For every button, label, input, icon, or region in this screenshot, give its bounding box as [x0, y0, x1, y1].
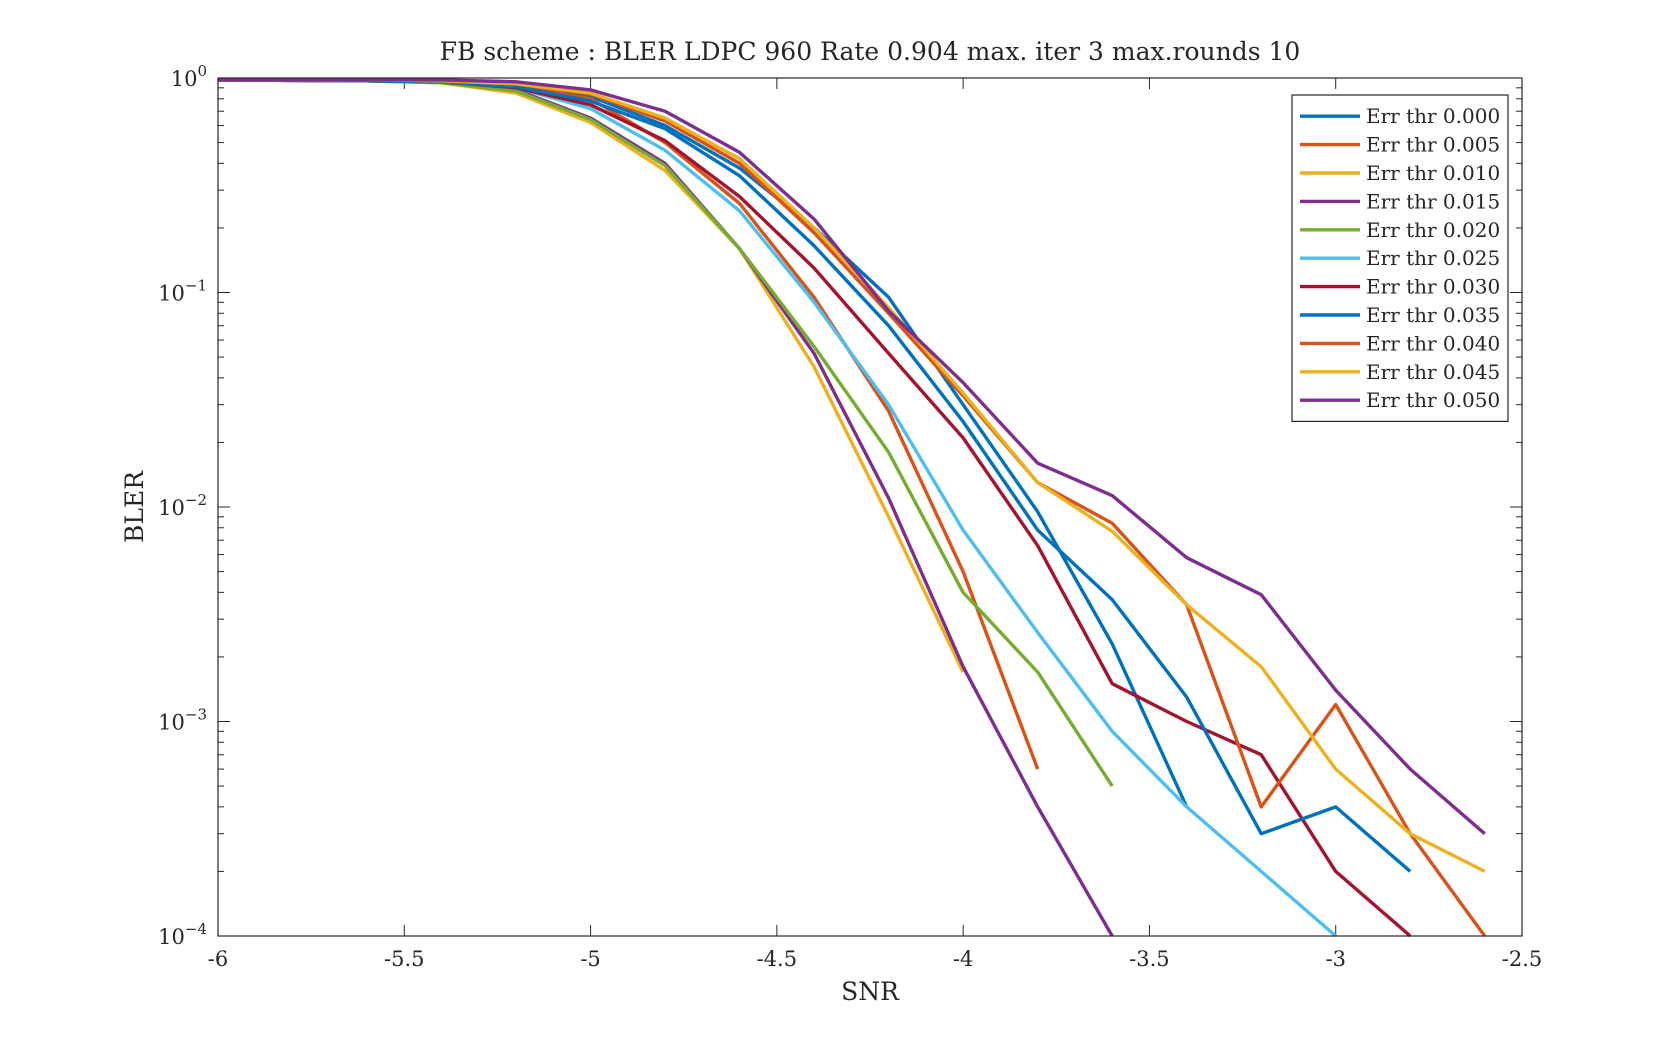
x-tick-label: -2.5: [1502, 947, 1543, 971]
minor-ticks: [218, 87, 1522, 872]
series-lines: [217, 78, 1487, 938]
y-axis-label: BLER: [120, 470, 149, 543]
legend-label: Err thr 0.035: [1366, 303, 1500, 327]
legend-label: Err thr 0.005: [1366, 133, 1500, 157]
y-tick-label: 10−4: [158, 920, 207, 949]
x-axis-label: SNR: [841, 977, 900, 1006]
legend-label: Err thr 0.040: [1366, 331, 1500, 355]
x-tick-labels: -6 -5.5 -5 -4.5 -4 -3.5 -3 -2.5: [208, 947, 1542, 971]
series-line-8: [217, 78, 1412, 873]
legend-label: Err thr 0.050: [1366, 388, 1500, 412]
y-tick-label: 10−2: [158, 491, 207, 520]
legend: Err thr 0.000 Err thr 0.005 Err thr 0.010 E…: [1291, 94, 1509, 422]
x-tick-label: -4.5: [757, 947, 798, 971]
x-tick-label: -6: [208, 947, 228, 971]
x-tick-label: -3: [1325, 947, 1345, 971]
x-tick-label: -5.5: [384, 947, 425, 971]
y-tick-label: 10−1: [158, 277, 207, 306]
legend-label: Err thr 0.030: [1366, 275, 1500, 299]
legend-label: Err thr 0.000: [1366, 104, 1500, 128]
legend-label: Err thr 0.015: [1366, 189, 1500, 213]
legend-label: Err thr 0.010: [1366, 161, 1500, 185]
y-tick-labels: 100 10−1 10−2 10−3 10−4: [158, 62, 207, 949]
chart-title: FB scheme : BLER LDPC 960 Rate 0.904 max…: [440, 37, 1301, 66]
y-tick-label: 100: [171, 62, 207, 91]
legend-label: Err thr 0.045: [1366, 360, 1500, 384]
legend-label: Err thr 0.020: [1366, 218, 1500, 242]
y-tick-label: 10−3: [158, 706, 207, 735]
x-tick-label: -3.5: [1129, 947, 1170, 971]
x-tick-label: -4: [953, 947, 973, 971]
plot-frame: [217, 77, 1523, 937]
legend-label: Err thr 0.025: [1366, 246, 1500, 270]
x-tick-label: -5: [580, 947, 600, 971]
series-line-11: [218, 78, 1486, 835]
